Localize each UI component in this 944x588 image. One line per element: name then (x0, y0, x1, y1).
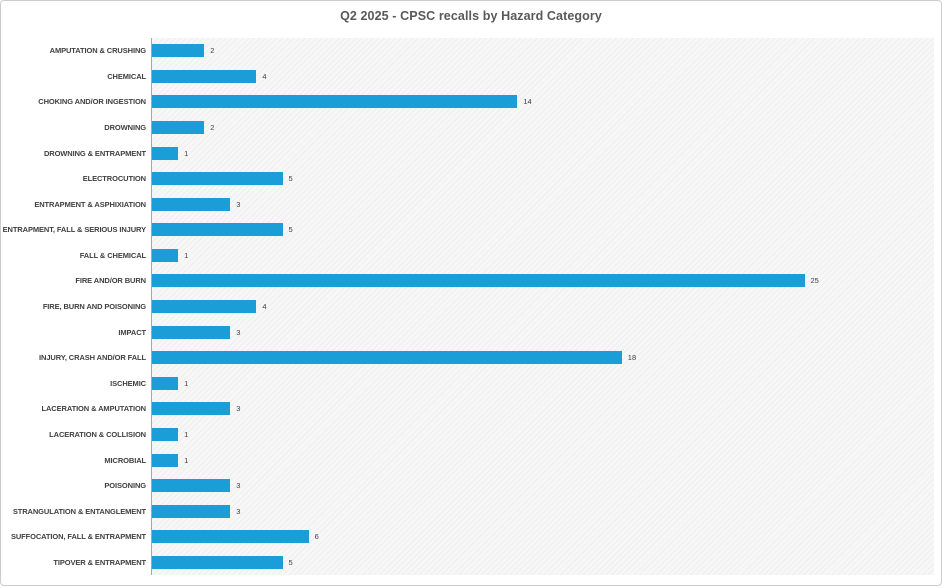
category-label: AMPUTATION & CRUSHING (49, 46, 146, 56)
value-label: 18 (627, 353, 637, 363)
value-label: 6 (314, 532, 319, 542)
category-label: INJURY, CRASH AND/OR FALL (39, 353, 146, 363)
plot-area: 2 4 14 2 1 5 3 5 1 25 4 3 18 1 3 1 1 3 3 6 5 (151, 38, 934, 575)
category-label: ELECTROCUTION (82, 174, 146, 184)
bar-row: 3 (152, 191, 934, 217)
bar-row: 4 (152, 294, 934, 320)
bar-row: 1 (152, 422, 934, 448)
category-label: FIRE AND/OR BURN (75, 276, 146, 286)
category-label: LACERATION & AMPUTATION (41, 404, 147, 414)
category-label: ISCHEMIC (110, 378, 146, 388)
bar (152, 69, 257, 83)
category-label: CHOKING AND/OR INGESTION (38, 97, 146, 107)
chart-title: Q2 2025 - CPSC recalls by Hazard Categor… (340, 9, 602, 23)
value-label: 1 (184, 148, 189, 158)
category-label: TIPOVER & ENTRAPMENT (53, 557, 146, 567)
bar-row: 25 (152, 268, 934, 294)
bar-row: 6 (152, 524, 934, 550)
bar (152, 146, 179, 160)
category-label: IMPACT (118, 327, 146, 337)
bar-row: 4 (152, 64, 934, 90)
bar (152, 121, 205, 135)
value-label: 25 (810, 276, 819, 286)
bar (152, 479, 231, 493)
bar (152, 351, 622, 365)
bar-row: 1 (152, 371, 934, 397)
bar (152, 300, 257, 314)
bar (152, 325, 231, 339)
bar-row: 3 (152, 498, 934, 524)
category-label: CHEMICAL (107, 71, 146, 81)
category-label: ENTRAPMENT & ASPHIXIATION (34, 199, 146, 209)
bar (152, 530, 309, 544)
bar (152, 555, 283, 569)
value-label: 5 (288, 174, 293, 184)
bar-row: 1 (152, 243, 934, 269)
value-label: 2 (210, 46, 215, 56)
category-label: DROWNING (104, 123, 146, 133)
bar-row: 1 (152, 447, 934, 473)
category-label: MICROBIAL (104, 455, 146, 465)
category-label: POISONING (104, 481, 146, 491)
bar (152, 248, 179, 262)
value-label: 5 (288, 225, 293, 235)
bar-row: 2 (152, 115, 934, 141)
value-label: 5 (288, 557, 293, 567)
bar (152, 376, 179, 390)
value-label: 4 (262, 302, 267, 312)
value-label: 1 (184, 455, 189, 465)
category-label: FIRE, BURN AND POISONING (42, 302, 146, 312)
category-label: ENTRAPMENT, FALL & SERIOUS INJURY (2, 225, 146, 235)
bar (152, 427, 179, 441)
value-label: 3 (236, 481, 241, 491)
category-axis: AMPUTATION & CRUSHING CHEMICAL CHOKING AND… (1, 38, 146, 575)
bar (152, 172, 283, 186)
bar (152, 274, 805, 288)
value-label: 3 (236, 404, 241, 414)
value-label: 3 (236, 327, 241, 337)
value-label: 1 (184, 250, 189, 260)
bar-row: 2 (152, 38, 934, 64)
bar (152, 223, 283, 237)
bar-row: 5 (152, 166, 934, 192)
bar (152, 95, 518, 109)
bar (152, 197, 231, 211)
value-label: 4 (262, 71, 267, 81)
bar-row: 1 (152, 140, 934, 166)
value-label: 3 (236, 506, 241, 516)
bar-row: 3 (152, 473, 934, 499)
bar (152, 504, 231, 518)
category-label: STRANGULATION & ENTANGLEMENT (12, 506, 146, 516)
value-label: 1 (184, 429, 189, 439)
bar-row: 3 (152, 396, 934, 422)
bar (152, 44, 205, 58)
bar-row: 18 (152, 345, 934, 371)
value-label: 14 (523, 97, 532, 107)
bar-row: 5 (152, 217, 934, 243)
value-label: 1 (184, 378, 189, 388)
bar (152, 402, 231, 416)
category-label: FALL & CHEMICAL (79, 250, 146, 260)
value-label: 2 (210, 123, 215, 133)
bar-row: 14 (152, 89, 934, 115)
value-label: 3 (236, 199, 241, 209)
bar (152, 453, 179, 467)
category-label: SUFFOCATION, FALL & ENTRAPMENT (10, 532, 146, 542)
category-label: LACERATION & COLLISION (49, 429, 146, 439)
bar-row: 5 (152, 550, 934, 576)
category-label: DROWNING & ENTRAPMENT (43, 148, 146, 158)
bar-row: 3 (152, 319, 934, 345)
